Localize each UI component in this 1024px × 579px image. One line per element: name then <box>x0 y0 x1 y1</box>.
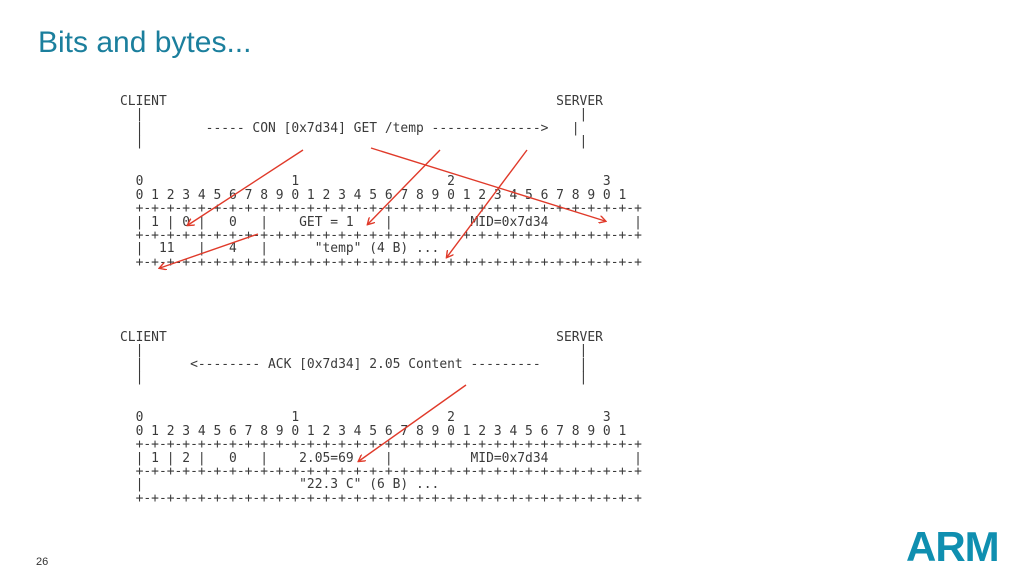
ack-content-response-diagram: CLIENT SERVER | | | <-------- ACK [0x7d3… <box>120 330 642 506</box>
slide-title: Bits and bytes... <box>38 26 252 59</box>
arm-logo: ARM <box>906 523 1000 570</box>
page-number: 26 <box>36 556 49 568</box>
con-get-request-diagram: CLIENT SERVER | | | ----- CON [0x7d34] G… <box>120 94 642 270</box>
